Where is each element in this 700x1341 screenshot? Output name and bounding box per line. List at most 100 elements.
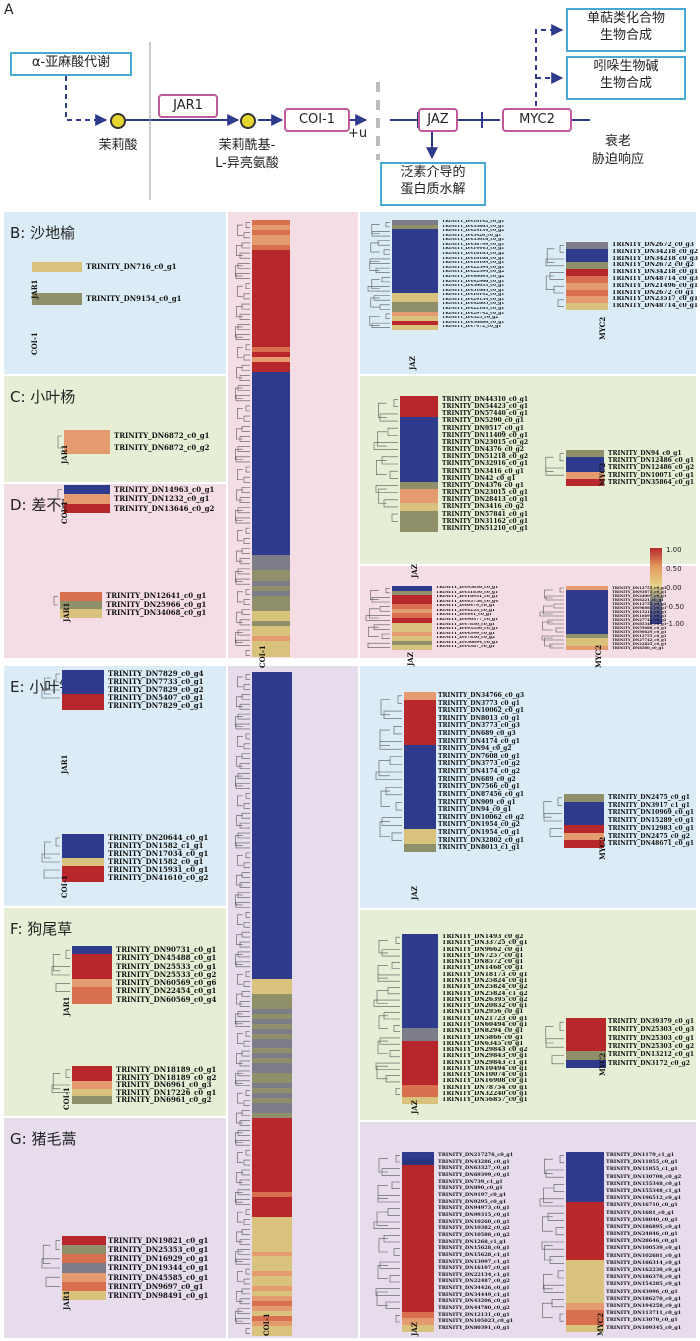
gene-id-label: TRINITY_DN325_c0_g2 xyxy=(442,316,499,321)
gene-id-label: TRINITY_DN1268_c1_g1 xyxy=(438,1238,507,1245)
gene-id-label: TRINITY_DN80391_c0_g1 xyxy=(438,1325,510,1332)
heatmap-cell xyxy=(252,1162,292,1168)
gene-id-label: TRINITY_DN51663_c0_g1 xyxy=(442,288,505,293)
heatmap-cell xyxy=(62,850,104,858)
dendrogram xyxy=(365,587,390,649)
gene-id-label: TRINITY_DN42605_c0_g1 xyxy=(442,302,505,307)
heatmap-cell xyxy=(252,771,292,777)
heatmap-cell xyxy=(72,970,112,980)
heatmap-cell xyxy=(72,979,112,988)
gene-id-label: TRINITY_DN2475_c0_g2 xyxy=(608,832,690,840)
heatmap-cell xyxy=(252,377,290,383)
gene-id-label: TRINITY_DN17226_c0_g1 xyxy=(116,1088,217,1097)
heatmap-cell xyxy=(252,964,292,970)
gene-id-label: TRINITY_DN90377_c0_g1 xyxy=(436,617,499,622)
d-jaz-gene: JAZ xyxy=(406,652,415,666)
heatmap-cell xyxy=(72,1073,112,1082)
heatmap-cell xyxy=(252,600,290,606)
b-jaz-gene: JAZ xyxy=(408,356,417,370)
heatmap-cell xyxy=(252,509,290,515)
gene-id-label: TRINITY_DN41610_c0_g2 xyxy=(108,874,209,882)
gene-id-label: TRINITY_DN20644_c0_g1 xyxy=(108,834,209,842)
gene-id-label: TRINITY_DN5290_c0_g1 xyxy=(442,417,524,425)
heatmap-cell xyxy=(252,706,292,712)
gene-id-label: TRINITY_DN60569_c0_g4 xyxy=(116,995,217,1004)
heatmap-cell xyxy=(400,446,438,454)
heatmap-cell xyxy=(252,514,290,520)
gene-id-label: TRINITY_DN29742_c0_g1 xyxy=(442,311,505,316)
b-myc2-gene: MYC2 xyxy=(598,316,607,340)
gene-id-label: TRINITY_DN27742_c0_g1 xyxy=(612,638,667,642)
gene-id-label: TRINITY_DN13997_c1_g1 xyxy=(438,1258,510,1265)
heatmap-cell xyxy=(392,270,438,275)
gene-id-labels: TRINITY_DN39379_c0_g1 TRINITY_DN25303_c0_… xyxy=(608,1018,694,1068)
heatmap-cell xyxy=(392,306,438,312)
heatmap-cell xyxy=(566,269,608,276)
heatmap-cell xyxy=(566,450,604,458)
heatmap-cell xyxy=(252,1043,292,1049)
heatmap-cell xyxy=(404,730,436,738)
gene-id-labels: TRINITY_DN1493_c0_g2 TRINITY_DN33725_c0_g… xyxy=(442,934,528,1104)
jaile-label-1: 茉莉酰基- xyxy=(218,138,276,153)
heatmap-cell xyxy=(252,230,290,236)
heatmap-cell xyxy=(32,262,82,272)
heatmap-cell xyxy=(564,840,604,848)
gene-id-label: TRINITY_DN7608_c0_g1 xyxy=(438,752,520,760)
dendrogram xyxy=(373,936,400,1095)
dendrogram xyxy=(41,837,60,879)
heatmap-cell xyxy=(62,1254,106,1264)
heatmap-cell xyxy=(252,336,290,342)
heatmap-g-jar1 xyxy=(62,1236,106,1300)
heatmap-cell xyxy=(252,1172,292,1178)
heatmap-cell xyxy=(72,995,112,1004)
dendrogram xyxy=(53,596,58,606)
heatmap-cell xyxy=(566,1026,606,1035)
scale-min: -1.00 xyxy=(666,620,685,628)
heatmap-cell xyxy=(252,969,292,975)
heatmap-cell xyxy=(252,220,290,226)
heatmap-cell xyxy=(392,229,438,234)
gene-id-label: TRINITY_DN10142_c0_g1 xyxy=(442,293,505,298)
e-coi1-gene: COI-1 xyxy=(60,875,69,898)
heatmap-e-jaz xyxy=(404,692,436,852)
heatmap-cell xyxy=(252,1023,292,1029)
gene-id-label: TRINITY_DN9517_c0_g1 xyxy=(442,424,524,432)
gene-id-label: TRINITY_DN12486_c0_g2 xyxy=(608,464,695,472)
heatmap-cell xyxy=(252,1286,292,1292)
gene-id-label: TRINITY_DN69399_c0_g1 xyxy=(438,1171,510,1178)
dendrogram xyxy=(235,674,250,1334)
gene-id-label: TRINITY_DN2672_c0_g3 xyxy=(612,242,694,248)
heatmap-cell xyxy=(566,471,604,479)
gene-id-label: TRINITY_DN2956_c0_g1 xyxy=(442,1009,524,1016)
heatmap-cell xyxy=(392,325,438,330)
heatmap-cell xyxy=(252,979,292,985)
heatmap-cell xyxy=(252,1008,292,1014)
gene-id-label: TRINITY_DN32240_c0_g1 xyxy=(442,1091,528,1098)
heatmap-cell xyxy=(252,621,290,627)
gene-id-label: TRINITY_DN85348_c0_g1 xyxy=(612,622,667,626)
heatmap-cell xyxy=(252,387,290,393)
gene-id-label: TRINITY_DN2672_c0_g1 xyxy=(612,289,694,296)
heatmap-cell xyxy=(252,286,290,292)
gene-id-label: TRINITY_DN24846_c0_g1 xyxy=(606,1231,678,1238)
g-myc2-gene: MYC2 xyxy=(596,1312,605,1336)
heatmap-cell xyxy=(252,458,290,464)
heatmap-cell xyxy=(402,1318,434,1326)
gene-id-label: TRINITY_DN5420_c0_g1 xyxy=(442,233,502,238)
heatmap-cell xyxy=(400,503,438,511)
section-c-label: C: 小叶杨 xyxy=(10,388,76,406)
heatmap-cell xyxy=(252,1058,292,1064)
heatmap-cell xyxy=(404,844,436,852)
band-c-left xyxy=(4,376,226,482)
heatmap-cell xyxy=(62,678,104,686)
gene-id-label: TRINITY_DN10494_c0_g1 xyxy=(442,1065,528,1072)
heatmap-cell xyxy=(252,736,292,742)
gene-id-label: TRINITY_DN12755_c0_g3 xyxy=(612,634,667,638)
heatmap-cell xyxy=(252,795,292,801)
gene-id-label: TRINITY_DN18189_c0_g2 xyxy=(116,1073,217,1082)
heatmap-cell xyxy=(252,711,292,717)
gene-id-labels: TRINITY_DN95836_c0_g1 TRINITY_DN31830_c0_… xyxy=(436,586,498,650)
gene-id-label: TRINITY_DN43206_c0_g1 xyxy=(438,1298,510,1305)
heatmap-cell xyxy=(392,604,432,609)
heatmap-cell xyxy=(252,1003,292,1009)
